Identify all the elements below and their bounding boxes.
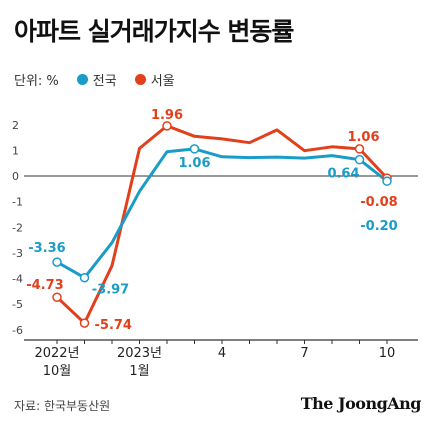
legend-label-seoul: 서울 [150, 74, 175, 89]
y-tick-label: 0 [12, 170, 19, 183]
x-tick-label: 7 [300, 346, 308, 361]
brand-logo: The JoongAng [300, 394, 422, 413]
unit-label: 단위: % [14, 74, 59, 89]
source-note: 자료: 한국부동산원 [14, 399, 111, 413]
data-point-marker [382, 176, 392, 186]
legend-swatch-seoul [134, 74, 146, 85]
data-point-marker [79, 318, 90, 328]
x-tick-label: 2023년 [117, 346, 162, 361]
data-point-marker [52, 292, 62, 302]
data-point-marker [354, 144, 365, 154]
legend-swatch-nationwide [76, 74, 88, 85]
legend: 단위: % 전국 서울 [14, 70, 175, 89]
data-label: 1.96 [151, 108, 183, 123]
data-point-marker [79, 272, 90, 283]
y-tick-label: -6 [12, 324, 23, 337]
y-tick-label: -3 [12, 247, 23, 260]
data-point-marker [354, 154, 365, 165]
y-tick-label: -5 [12, 298, 23, 311]
legend-item-seoul: 서울 [134, 70, 175, 89]
legend-item-nationwide: 전국 [76, 70, 117, 89]
data-label: 1.06 [347, 130, 379, 145]
series-line-nationwide [55, 147, 389, 280]
data-label: -3.97 [92, 283, 129, 298]
legend-label-nationwide: 전국 [92, 74, 117, 89]
data-label: -5.74 [95, 318, 132, 333]
data-label: -0.08 [360, 195, 397, 210]
x-tick-label-month: 10월 [43, 364, 72, 379]
x-tick-label: 4 [218, 346, 226, 361]
chart-title: 아파트 실거래가지수 변동률 [14, 17, 294, 46]
series-line-seoul [55, 124, 389, 325]
x-tick-label-month: 1월 [129, 364, 149, 379]
y-tick-label: -4 [12, 273, 23, 286]
data-label: -0.20 [360, 219, 397, 234]
y-tick-label: -1 [12, 196, 23, 209]
data-point-marker [162, 121, 172, 131]
data-label: 0.64 [327, 167, 359, 182]
data-label: -3.36 [28, 241, 65, 256]
data-point-marker [189, 144, 200, 154]
y-tick-label: 1 [12, 144, 19, 157]
y-tick-label: 2 [12, 119, 19, 132]
x-tick-label: 2022년 [34, 346, 79, 361]
data-point-marker [52, 257, 62, 267]
y-tick-label: -2 [12, 221, 23, 234]
data-label: -4.73 [26, 278, 63, 293]
x-tick-label: 10 [379, 346, 396, 361]
data-label: 1.06 [178, 156, 210, 171]
